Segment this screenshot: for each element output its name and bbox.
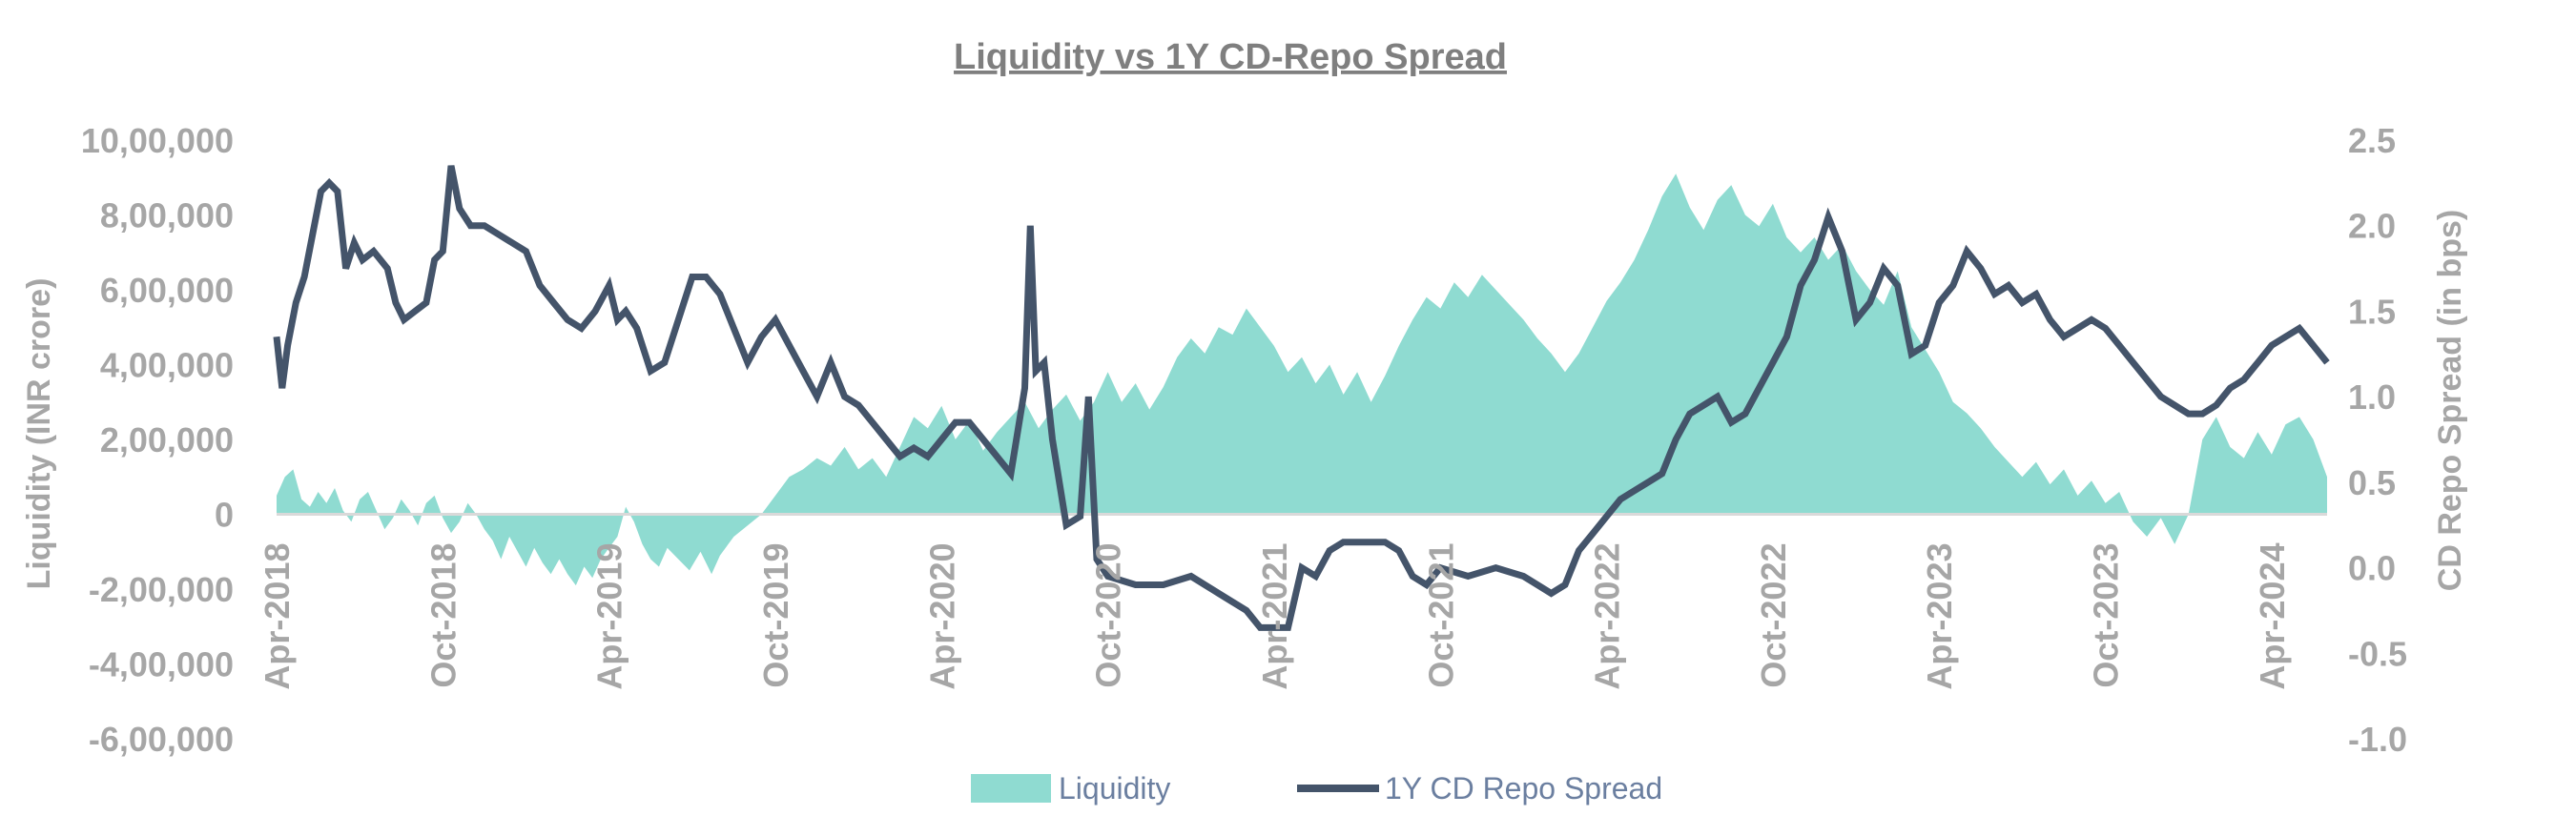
x-tick-label: Apr-2024	[2253, 543, 2292, 690]
right-axis-ticks: 2.5 2.0 1.5 1.0 0.5 0.0 -0.5 -1.0	[2348, 121, 2407, 759]
left-tick-label: 10,00,000	[81, 121, 234, 160]
right-tick-label: 0.5	[2348, 463, 2396, 502]
left-tick-label: 6,00,000	[100, 271, 234, 310]
right-tick-label: 1.5	[2348, 292, 2396, 331]
right-tick-label: -0.5	[2348, 634, 2407, 673]
left-axis-ticks: 10,00,000 8,00,000 6,00,000 4,00,000 2,00,00…	[81, 121, 234, 759]
left-tick-label: -6,00,000	[89, 720, 234, 759]
left-tick-label: 4,00,000	[100, 346, 234, 385]
x-tick-label: Oct-2020	[1089, 543, 1128, 688]
x-axis-ticks: Apr-2018 Oct-2018 Apr-2019 Oct-2019 Apr-2020…	[258, 543, 2292, 690]
right-tick-label: -1.0	[2348, 720, 2407, 759]
right-tick-label: 0.0	[2348, 549, 2396, 588]
right-axis-title: CD Repo Spread (in bps)	[2432, 210, 2468, 591]
left-tick-label: 8,00,000	[100, 196, 234, 235]
x-tick-label: Oct-2019	[756, 543, 795, 688]
spread-line	[273, 165, 2330, 631]
legend-liquidity-swatch	[971, 774, 1051, 803]
liquidity-area-layer	[277, 173, 2327, 586]
spread-line-layer	[273, 165, 2330, 631]
right-tick-label: 2.0	[2348, 207, 2396, 246]
x-tick-label: Apr-2018	[258, 543, 297, 690]
legend-liquidity-label: Liquidity	[1059, 771, 1170, 805]
left-tick-label: 2,00,000	[100, 420, 234, 459]
chart-title: Liquidity vs 1Y CD-Repo Spread	[954, 37, 1507, 77]
left-tick-label: 0	[215, 496, 234, 535]
x-tick-label: Oct-2023	[2087, 543, 2126, 688]
x-tick-label: Apr-2019	[590, 543, 629, 690]
right-tick-label: 1.0	[2348, 377, 2396, 417]
x-tick-label: Oct-2021	[1421, 543, 1460, 688]
left-tick-label: -2,00,000	[89, 570, 234, 609]
left-tick-label: -4,00,000	[89, 645, 234, 684]
left-axis-title: Liquidity (INR crore)	[21, 278, 57, 590]
legend: Liquidity 1Y CD Repo Spread	[971, 771, 1662, 805]
x-tick-label: Apr-2023	[1920, 543, 1959, 690]
x-tick-label: Oct-2022	[1754, 543, 1793, 688]
right-tick-label: 2.5	[2348, 121, 2396, 160]
liquidity-area	[277, 173, 2327, 586]
x-tick-label: Oct-2018	[423, 543, 463, 688]
legend-spread-label: 1Y CD Repo Spread	[1385, 771, 1662, 805]
x-tick-label: Apr-2022	[1588, 543, 1627, 690]
x-tick-label: Apr-2021	[1255, 543, 1294, 690]
x-tick-label: Apr-2020	[922, 543, 961, 690]
